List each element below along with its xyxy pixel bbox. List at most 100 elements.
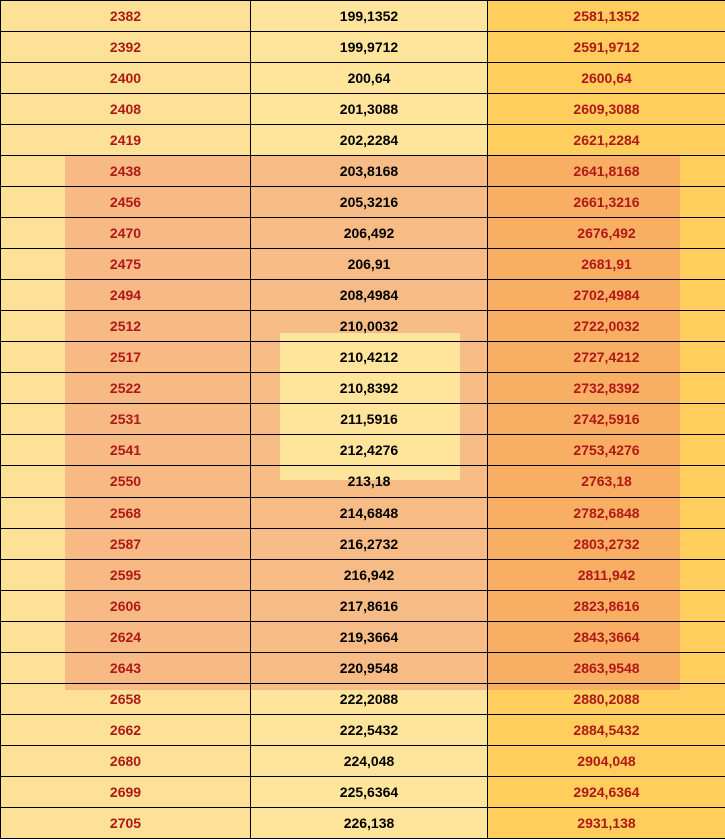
cell-col1: 2680: [1, 745, 251, 776]
table-row: 2382199,13522581,1352: [1, 1, 725, 32]
cell-col2: 219,3664: [251, 621, 488, 652]
cell-col1: 2512: [1, 311, 251, 342]
cell-col1: 2419: [1, 125, 251, 156]
cell-col1: 2522: [1, 373, 251, 404]
cell-col2: 205,3216: [251, 187, 488, 218]
table-row: 2541212,42762753,4276: [1, 435, 725, 466]
cell-col3: 2823,8616: [488, 590, 725, 621]
cell-col1: 2382: [1, 1, 251, 32]
cell-col2: 208,4984: [251, 280, 488, 311]
cell-col1: 2494: [1, 280, 251, 311]
table-row: 2624219,36642843,3664: [1, 621, 725, 652]
cell-col3: 2727,4212: [488, 342, 725, 373]
cell-col2: 226,138: [251, 807, 488, 838]
table-body: 2382199,13522581,1352 2392199,97122591,9…: [1, 1, 725, 839]
table-row: 2392199,97122591,9712: [1, 32, 725, 63]
cell-col2: 199,1352: [251, 1, 488, 32]
cell-col1: 2438: [1, 156, 251, 187]
table-row: 2512210,00322722,0032: [1, 311, 725, 342]
cell-col3: 2763,18: [488, 466, 725, 497]
cell-col2: 200,64: [251, 63, 488, 94]
cell-col1: 2595: [1, 559, 251, 590]
cell-col2: 201,3088: [251, 94, 488, 125]
cell-col3: 2732,8392: [488, 373, 725, 404]
data-table: 2382199,13522581,1352 2392199,97122591,9…: [0, 0, 725, 839]
cell-col3: 2904,048: [488, 745, 725, 776]
table-row: 2595216,9422811,942: [1, 559, 725, 590]
cell-col3: 2609,3088: [488, 94, 725, 125]
table-row: 2400200,642600,64: [1, 63, 725, 94]
cell-col2: 202,2284: [251, 125, 488, 156]
cell-col1: 2541: [1, 435, 251, 466]
cell-col2: 206,91: [251, 249, 488, 280]
cell-col1: 2587: [1, 528, 251, 559]
cell-col2: 216,942: [251, 559, 488, 590]
cell-col1: 2606: [1, 590, 251, 621]
table-row: 2587216,27322803,2732: [1, 528, 725, 559]
table-row: 2517210,42122727,4212: [1, 342, 725, 373]
cell-col3: 2702,4984: [488, 280, 725, 311]
cell-col3: 2924,6364: [488, 776, 725, 807]
cell-col2: 203,8168: [251, 156, 488, 187]
cell-col1: 2475: [1, 249, 251, 280]
cell-col3: 2722,0032: [488, 311, 725, 342]
cell-col1: 2517: [1, 342, 251, 373]
table-row: 2662222,54322884,5432: [1, 714, 725, 745]
cell-col3: 2803,2732: [488, 528, 725, 559]
cell-col1: 2568: [1, 497, 251, 528]
cell-col2: 222,2088: [251, 683, 488, 714]
cell-col3: 2681,91: [488, 249, 725, 280]
table-row: 2550213,182763,18: [1, 466, 725, 497]
table-row: 2606217,86162823,8616: [1, 590, 725, 621]
table-row: 2408201,30882609,3088: [1, 94, 725, 125]
cell-col1: 2400: [1, 63, 251, 94]
cell-col1: 2624: [1, 621, 251, 652]
cell-col2: 214,6848: [251, 497, 488, 528]
cell-col2: 220,9548: [251, 652, 488, 683]
cell-col1: 2470: [1, 218, 251, 249]
cell-col3: 2863,9548: [488, 652, 725, 683]
table-row: 2699225,63642924,6364: [1, 776, 725, 807]
cell-col2: 211,5916: [251, 404, 488, 435]
cell-col3: 2591,9712: [488, 32, 725, 63]
cell-col2: 217,8616: [251, 590, 488, 621]
cell-col1: 2662: [1, 714, 251, 745]
table-row: 2658222,20882880,2088: [1, 683, 725, 714]
cell-col2: 210,0032: [251, 311, 488, 342]
cell-col3: 2811,942: [488, 559, 725, 590]
table-row: 2522210,83922732,8392: [1, 373, 725, 404]
table-row: 2680224,0482904,048: [1, 745, 725, 776]
cell-col2: 206,492: [251, 218, 488, 249]
table-row: 2531211,59162742,5916: [1, 404, 725, 435]
cell-col3: 2880,2088: [488, 683, 725, 714]
table-row: 2568214,68482782,6848: [1, 497, 725, 528]
cell-col1: 2658: [1, 683, 251, 714]
table-row: 2419202,22842621,2284: [1, 125, 725, 156]
cell-col2: 225,6364: [251, 776, 488, 807]
cell-col3: 2931,138: [488, 807, 725, 838]
cell-col3: 2621,2284: [488, 125, 725, 156]
cell-col3: 2661,3216: [488, 187, 725, 218]
table-row: 2494208,49842702,4984: [1, 280, 725, 311]
table-row: 2643220,95482863,9548: [1, 652, 725, 683]
cell-col2: 199,9712: [251, 32, 488, 63]
cell-col2: 224,048: [251, 745, 488, 776]
table-row: 2470206,4922676,492: [1, 218, 725, 249]
cell-col2: 213,18: [251, 466, 488, 497]
cell-col1: 2643: [1, 652, 251, 683]
cell-col3: 2600,64: [488, 63, 725, 94]
cell-col1: 2705: [1, 807, 251, 838]
cell-col1: 2550: [1, 466, 251, 497]
cell-col1: 2456: [1, 187, 251, 218]
cell-col1: 2699: [1, 776, 251, 807]
table-row: 2705226,1382931,138: [1, 807, 725, 838]
cell-col3: 2753,4276: [488, 435, 725, 466]
cell-col3: 2742,5916: [488, 404, 725, 435]
table-row: 2475206,912681,91: [1, 249, 725, 280]
cell-col3: 2782,6848: [488, 497, 725, 528]
cell-col2: 222,5432: [251, 714, 488, 745]
cell-col3: 2641,8168: [488, 156, 725, 187]
cell-col3: 2884,5432: [488, 714, 725, 745]
table-row: 2456205,32162661,3216: [1, 187, 725, 218]
cell-col2: 212,4276: [251, 435, 488, 466]
